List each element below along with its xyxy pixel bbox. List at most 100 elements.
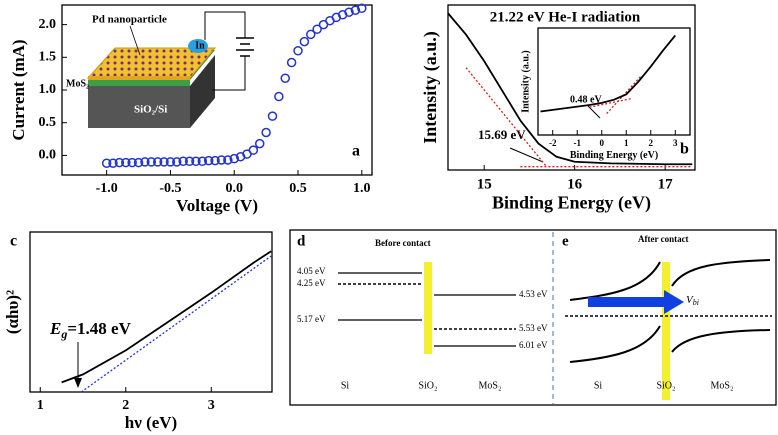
data-line [61, 250, 272, 384]
x-tick-label: 0.0 [225, 181, 243, 196]
inset-label: In [195, 40, 205, 51]
x-axis-label: Voltage (V) [176, 196, 258, 215]
vbi-label: Vbi [686, 294, 699, 307]
data-point [159, 157, 169, 167]
y-tick-label: 2.0 [39, 17, 57, 32]
region-label: MoS₂ [479, 380, 502, 391]
data-point [261, 127, 271, 138]
x-tick-label: 3 [673, 138, 678, 148]
panel-letter: e [562, 233, 569, 249]
x-axis-label: hν (eV) [125, 413, 177, 432]
panel-letter: a [352, 143, 360, 160]
data-point [140, 157, 150, 167]
x-axis-label: Binding Energy (eV) [570, 150, 658, 161]
region-label: Si [594, 380, 603, 391]
data-point [172, 157, 182, 167]
annotation: Eg=1.48 eV [49, 319, 132, 341]
data-point [165, 157, 176, 167]
data-point [152, 157, 163, 167]
level-label: 5.17 eV [297, 314, 326, 324]
x-tick-label: 3 [208, 398, 215, 413]
level-label: 4.05 eV [297, 266, 326, 276]
x-tick-label: 0 [599, 138, 604, 148]
inset-label: MoS₂ [66, 78, 89, 89]
y-axis-label: (αhυ)² [3, 290, 22, 334]
data-point [344, 7, 354, 17]
x-tick-label: 17 [658, 176, 674, 192]
panel-title: Before contact [375, 238, 431, 248]
data-line [447, 12, 693, 166]
arrow [587, 105, 601, 119]
data-point [274, 91, 284, 102]
region-label: SiO₂ [418, 380, 437, 391]
annotation: 0.48 eV [570, 94, 602, 105]
region-label: SiO₂ [656, 380, 675, 391]
x-tick-label: 15 [477, 176, 492, 192]
region-label: Si [341, 380, 350, 391]
level-label: 6.01 eV [519, 340, 548, 350]
data-point [267, 111, 278, 121]
data-point [203, 155, 214, 166]
y-tick-label: 0.5 [39, 115, 57, 130]
y-axis-label: Current (mA) [9, 39, 28, 140]
data-point [286, 57, 297, 68]
data-point [248, 145, 259, 155]
data-point [178, 156, 188, 167]
plot-frame [447, 4, 696, 171]
inset-label: Pd nanoparticle [92, 14, 167, 26]
data-point [114, 157, 125, 168]
x-tick-label: -1 [573, 138, 581, 148]
x-tick-label: -2 [549, 138, 557, 148]
data-point [121, 157, 131, 168]
panel-letter: d [297, 233, 306, 249]
annotation: 15.69 eV [478, 127, 526, 142]
y-tick-label: 1.5 [39, 50, 57, 65]
y-axis-label: Intensity (a.u.) [420, 31, 441, 144]
fit-line [80, 255, 272, 393]
data-point [312, 24, 322, 34]
data-point [108, 158, 118, 168]
device-schematic: Pd nanoparticle In MoS₂ SiO₂/Si [66, 11, 254, 128]
data-point [223, 155, 233, 165]
x-tick-label: -1.0 [96, 181, 118, 196]
x-tick-label: 1 [624, 138, 629, 148]
data-point [101, 158, 112, 168]
data-point [216, 155, 227, 165]
x-tick-label: -0.5 [159, 181, 181, 196]
inset-label: SiO₂/Si [134, 104, 167, 116]
panel-title: After contact [638, 234, 689, 244]
data-point [184, 156, 195, 167]
panel-letter: b [680, 141, 689, 158]
data-point [229, 153, 239, 164]
x-tick-label: 2 [649, 138, 654, 148]
data-point [146, 157, 157, 167]
chart-title: 21.22 eV He-I radiation [490, 9, 641, 25]
band-diagram: d Before contact 4.05 eV 4.25 eV 5.17 eV… [289, 229, 777, 406]
data-line [540, 34, 676, 113]
region-label: MoS₂ [711, 380, 734, 391]
data-point [350, 5, 361, 15]
data-point [191, 156, 201, 167]
data-point [299, 36, 310, 47]
arrow [509, 147, 544, 163]
panel-letter: c [10, 233, 17, 250]
y-axis-label: Intensity (a.u.) [520, 50, 531, 113]
y-tick-label: 0.0 [39, 148, 57, 163]
data-point [197, 156, 208, 167]
data-point [210, 155, 220, 166]
fit-line [465, 67, 548, 168]
y-tick-label: 1.0 [39, 82, 57, 97]
data-point [133, 157, 144, 168]
plot-frame [29, 231, 273, 393]
x-tick-label: 16 [567, 176, 583, 192]
data-point [254, 138, 265, 149]
data-point [127, 157, 137, 168]
arrow-head [74, 378, 82, 388]
data-point [357, 3, 367, 14]
plot-frame [537, 27, 691, 136]
x-tick-label: 1 [37, 398, 44, 413]
level-label: 4.53 eV [519, 289, 548, 299]
x-axis-label: Binding Energy (eV) [492, 193, 651, 214]
data-point [306, 29, 316, 40]
level-label: 4.25 eV [297, 278, 326, 288]
